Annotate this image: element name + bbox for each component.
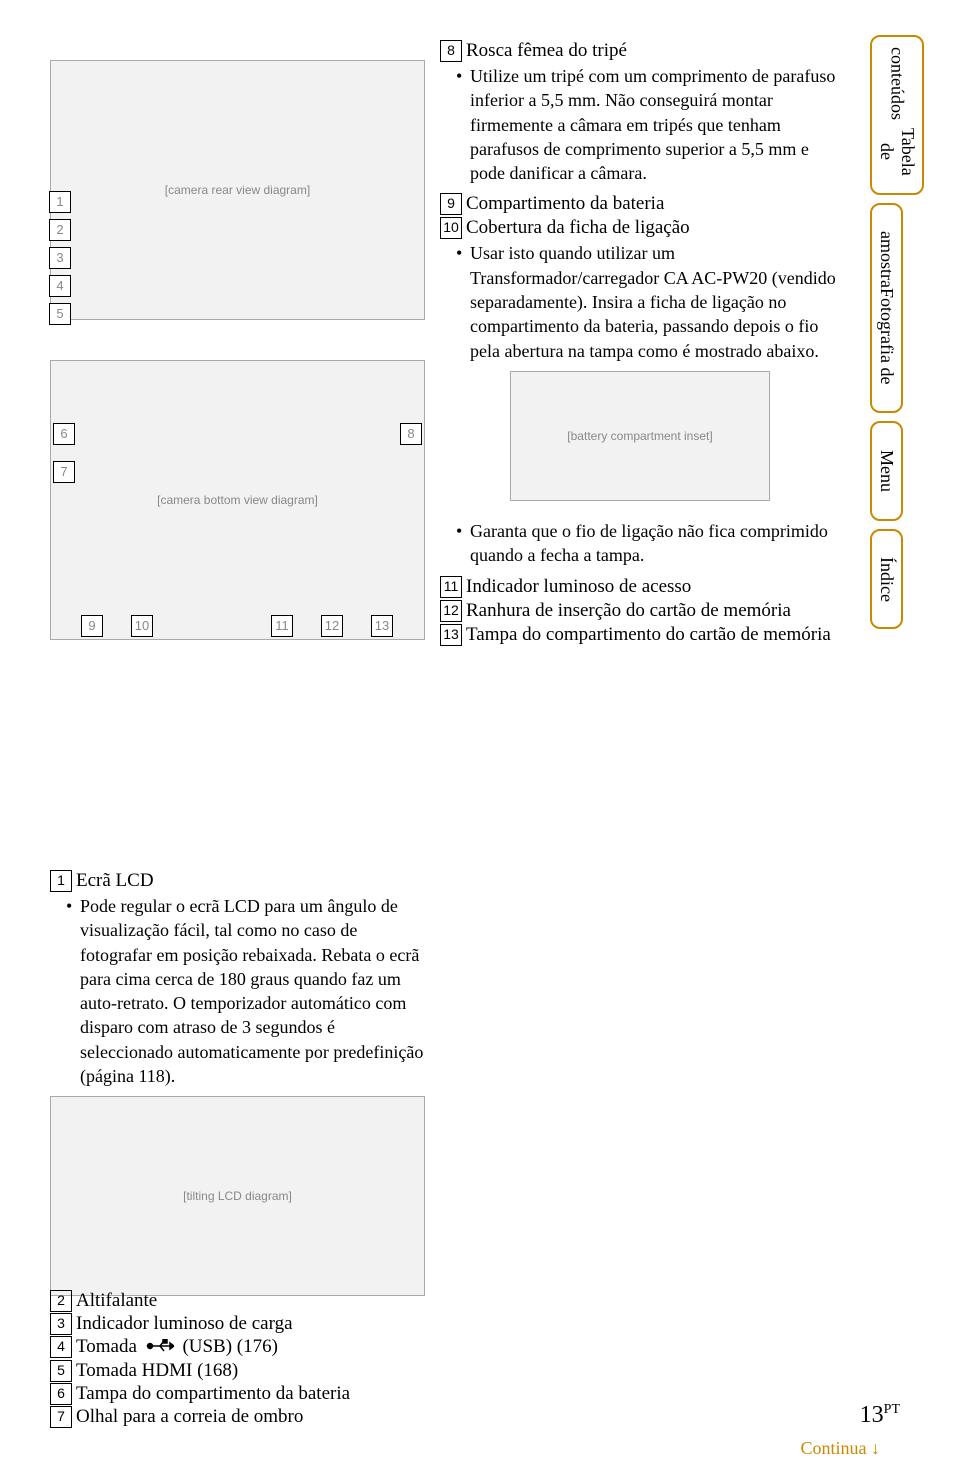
tab-contents-l2: conteúdos (887, 47, 908, 120)
callout-2: 2 (49, 219, 71, 241)
item-6-title: Tampa do compartimento da bateria (76, 1383, 550, 1405)
battery-inset-diagram: [battery compartment inset] (510, 371, 770, 501)
continue-link[interactable]: Continua ↓ (801, 1438, 881, 1459)
item-10: 10 Cobertura da ficha de ligação (440, 217, 840, 239)
tab-menu-label: Menu (876, 450, 897, 492)
down-arrow-icon: ↓ (871, 1438, 880, 1458)
callout-1: 1 (49, 191, 71, 213)
item-4: 4 Tomada (USB) (176) (50, 1336, 550, 1359)
num-8: 8 (440, 40, 462, 62)
item-3-title: Indicador luminoso de carga (76, 1313, 550, 1335)
num-7: 7 (50, 1406, 72, 1428)
callout-6: 6 (53, 423, 75, 445)
item-8-bullet: Utilize um tripé com um comprimento de p… (440, 64, 840, 185)
callout-9: 9 (81, 615, 103, 637)
item-3: 3 Indicador luminoso de carga (50, 1313, 550, 1335)
diagram-placeholder-label: [camera rear view diagram] (165, 183, 310, 197)
callout-12: 12 (321, 615, 343, 637)
tab-menu[interactable]: Menu (870, 421, 903, 521)
callout-5: 5 (49, 303, 71, 325)
manual-page: [camera rear view diagram] 1 2 3 4 5 [ca… (0, 0, 960, 1471)
item-4-title-b: (USB) (176) (182, 1336, 278, 1357)
tab-sample-photo[interactable]: amostra Fotografia de (870, 203, 903, 413)
callout-10: 10 (131, 615, 153, 637)
num-6: 6 (50, 1383, 72, 1405)
tab-contents[interactable]: conteúdos Tabela de (870, 35, 924, 195)
item-7-title: Olhal para a correia de ombro (76, 1406, 550, 1428)
lcd-tilt-diagram: [tilting LCD diagram] (50, 1096, 425, 1296)
item-2: 2 Altifalante (50, 1290, 550, 1312)
callout-8: 8 (400, 423, 422, 445)
num-11: 11 (440, 576, 462, 598)
item-10-bullet: Usar isto quando utilizar um Transformad… (440, 241, 840, 362)
item-4-title-a: Tomada (76, 1336, 137, 1357)
item-12-title: Ranhura de inserção do cartão de memória (466, 600, 840, 622)
num-9: 9 (440, 193, 462, 215)
item-13-title: Tampa do compartimento do cartão de memó… (466, 624, 840, 646)
usb-icon (146, 1337, 174, 1359)
num-12: 12 (440, 600, 462, 622)
item-5: 5 Tomada HDMI (168) (50, 1360, 550, 1382)
item-11: 11 Indicador luminoso de acesso (440, 576, 840, 598)
num-13: 13 (440, 624, 462, 646)
footer-item-list: 2 Altifalante 3 Indicador luminoso de ca… (50, 1290, 550, 1429)
callout-3: 3 (49, 247, 71, 269)
tab-sample-l1: Fotografia de (876, 288, 897, 384)
num-2: 2 (50, 1290, 72, 1312)
item-12: 12 Ranhura de inserção do cartão de memó… (440, 600, 840, 622)
num-4: 4 (50, 1336, 72, 1358)
callout-11: 11 (271, 615, 293, 637)
item-11-title: Indicador luminoso de acesso (466, 576, 840, 598)
side-tabs: conteúdos Tabela de amostra Fotografia d… (870, 35, 940, 637)
item-1-block: 1 Ecrã LCD Pode regular o ecrã LCD para … (50, 870, 425, 1306)
callout-7: 7 (53, 461, 75, 483)
camera-rear-diagram: [camera rear view diagram] 1 2 3 4 5 (50, 60, 425, 320)
right-text-column: 8 Rosca fêmea do tripé Utilize um tripé … (440, 40, 840, 648)
num-1: 1 (50, 870, 72, 892)
item-1-title: Ecrã LCD (76, 870, 425, 892)
tab-sample-l2: amostra (876, 231, 897, 288)
item-7: 7 Olhal para a correia de ombro (50, 1406, 550, 1428)
left-diagram-column: [camera rear view diagram] 1 2 3 4 5 [ca… (50, 60, 425, 650)
diagram-placeholder-label: [tilting LCD diagram] (183, 1189, 292, 1203)
num-3: 3 (50, 1313, 72, 1335)
item-10-bullet2: Garanta que o fio de ligação não fica co… (440, 519, 840, 568)
item-4-title: Tomada (USB) (176) (76, 1336, 550, 1359)
page-number-value: 13 (860, 1402, 884, 1428)
diagram-placeholder-label: [camera bottom view diagram] (157, 493, 318, 507)
item-10-title: Cobertura da ficha de ligação (466, 217, 840, 239)
item-9-title: Compartimento da bateria (466, 193, 840, 215)
item-1: 1 Ecrã LCD (50, 870, 425, 892)
continue-label: Continua (801, 1438, 872, 1458)
page-number: 13PT (860, 1402, 900, 1429)
camera-bottom-diagram: [camera bottom view diagram] 6 7 8 9 10 … (50, 360, 425, 640)
callout-13: 13 (371, 615, 393, 637)
item-1-bullet: Pode regular o ecrã LCD para um ângulo d… (50, 894, 425, 1088)
tab-index[interactable]: Índice (870, 529, 903, 629)
item-13: 13 Tampa do compartimento do cartão de m… (440, 624, 840, 646)
diagram-placeholder-label: [battery compartment inset] (567, 429, 712, 443)
item-6: 6 Tampa do compartimento da bateria (50, 1383, 550, 1405)
tab-contents-l1: Tabela de (876, 120, 918, 183)
tab-index-label: Índice (876, 557, 897, 602)
callout-4: 4 (49, 275, 71, 297)
item-2-title: Altifalante (76, 1290, 550, 1312)
num-10: 10 (440, 217, 462, 239)
item-8: 8 Rosca fêmea do tripé (440, 40, 840, 62)
item-5-title: Tomada HDMI (168) (76, 1360, 550, 1382)
page-suffix: PT (884, 1402, 900, 1417)
num-5: 5 (50, 1360, 72, 1382)
item-8-title: Rosca fêmea do tripé (466, 40, 840, 62)
item-9: 9 Compartimento da bateria (440, 193, 840, 215)
